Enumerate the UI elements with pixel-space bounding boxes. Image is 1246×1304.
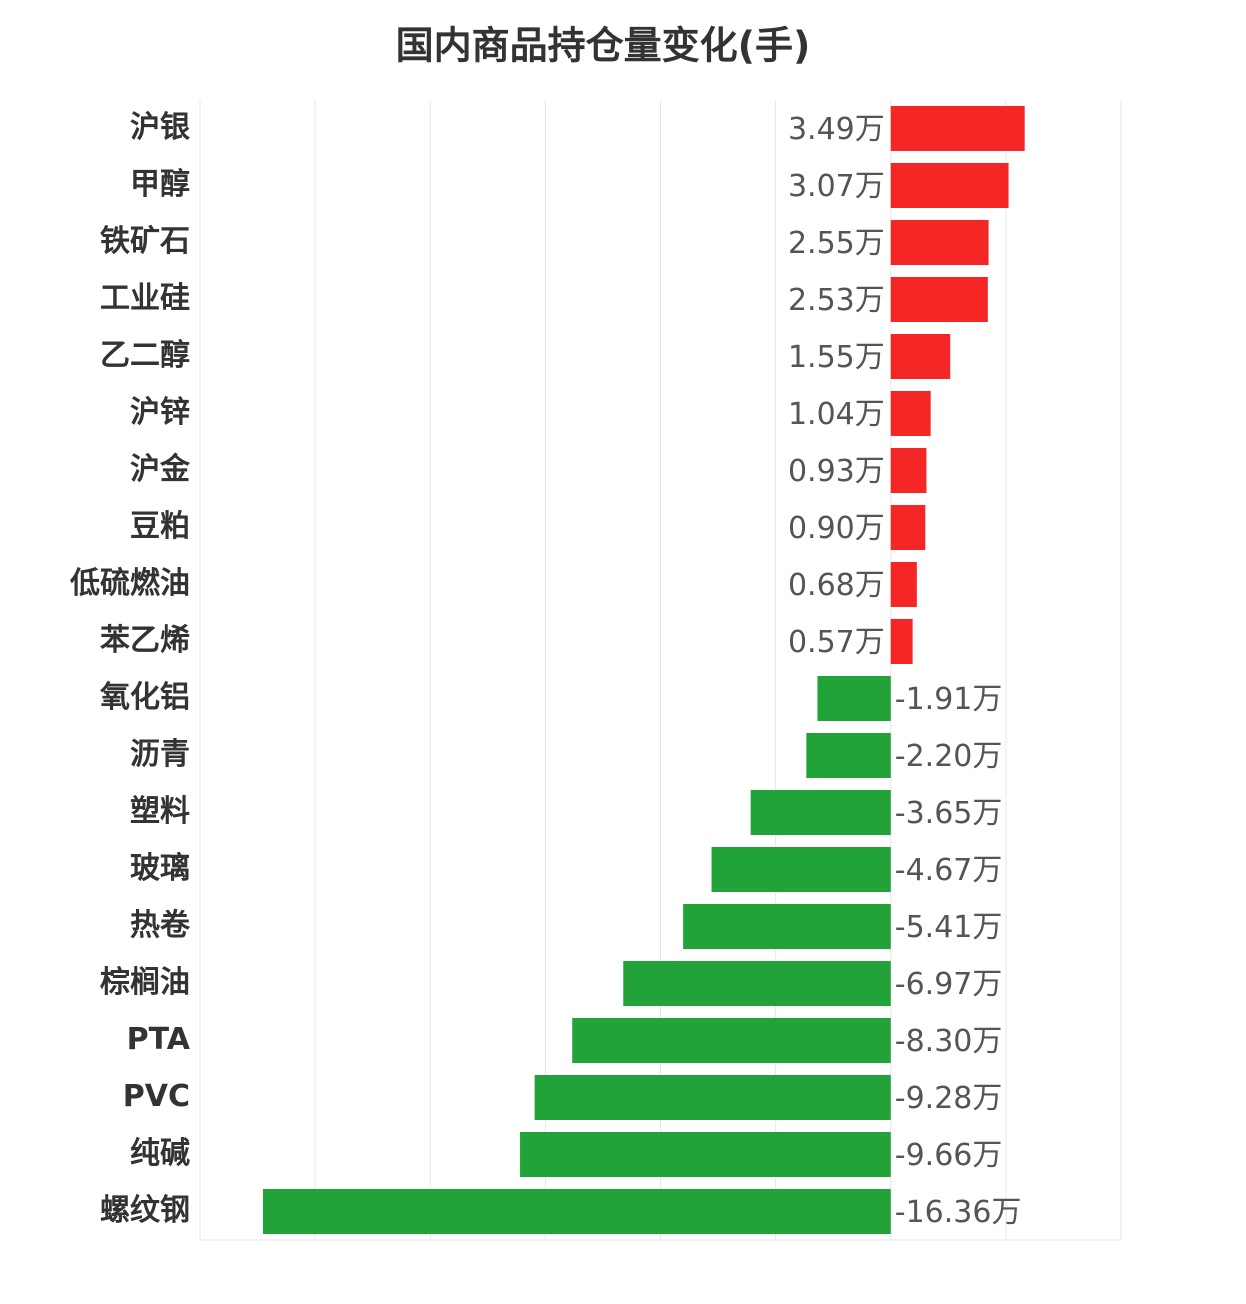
bar	[890, 448, 927, 493]
bar	[572, 1018, 891, 1063]
category-label: 热卷	[130, 908, 191, 943]
bar	[890, 619, 913, 664]
value-label: 2.53万	[788, 283, 885, 318]
category-label: PTA	[127, 1022, 191, 1057]
value-label: -6.97万	[895, 967, 1003, 1002]
value-label: 1.55万	[788, 340, 885, 375]
category-label: 甲醇	[130, 167, 190, 202]
bar	[750, 790, 891, 835]
value-label: -2.20万	[895, 739, 1003, 774]
bar	[520, 1132, 891, 1177]
category-label: 玻璃	[130, 851, 190, 886]
category-label: 沪金	[130, 452, 191, 487]
value-label: -9.28万	[895, 1081, 1003, 1116]
value-label: -1.91万	[895, 682, 1003, 717]
bar	[262, 1189, 891, 1234]
bar	[890, 334, 951, 379]
category-label: 豆粕	[130, 509, 190, 544]
bar	[711, 847, 891, 892]
category-label: 塑料	[130, 794, 190, 829]
bar	[890, 106, 1025, 151]
category-label: 沥青	[130, 737, 190, 772]
bar	[890, 391, 931, 436]
bar	[623, 961, 891, 1006]
bar	[817, 676, 891, 721]
bar	[534, 1075, 891, 1120]
value-label: 0.68万	[788, 568, 885, 603]
value-label: 0.57万	[788, 625, 885, 660]
category-label: 螺纹钢	[100, 1193, 190, 1228]
bar	[890, 220, 989, 265]
value-label: -8.30万	[895, 1024, 1003, 1059]
category-label: 沪锌	[130, 395, 190, 430]
value-label: 1.04万	[788, 397, 885, 432]
category-label: 沪银	[130, 110, 190, 145]
category-label: 苯乙烯	[100, 623, 190, 658]
value-label: -4.67万	[895, 853, 1003, 888]
value-label: 2.55万	[788, 226, 885, 261]
bar	[890, 163, 1009, 208]
bar	[890, 505, 926, 550]
chart-title: 国内商品持仓量变化(手)	[396, 24, 811, 68]
value-label: 3.49万	[788, 112, 885, 147]
category-label: PVC	[123, 1079, 190, 1114]
value-label: 0.90万	[788, 511, 885, 546]
bar	[890, 277, 988, 322]
value-label: -16.36万	[895, 1195, 1022, 1230]
value-label: -5.41万	[895, 910, 1003, 945]
category-label: 乙二醇	[100, 338, 190, 373]
value-label: 3.07万	[788, 169, 885, 204]
bar	[683, 904, 891, 949]
value-label: -3.65万	[895, 796, 1003, 831]
category-label: 铁矿石	[100, 224, 190, 259]
category-label: 氧化铝	[100, 680, 190, 715]
value-label: 0.93万	[788, 454, 885, 489]
category-label: 低硫燃油	[69, 566, 190, 601]
category-label: 纯碱	[130, 1136, 190, 1171]
bar	[890, 562, 917, 607]
category-label: 棕榈油	[100, 965, 190, 1000]
bar	[806, 733, 891, 778]
value-label: -9.66万	[895, 1138, 1003, 1173]
category-label: 工业硅	[100, 281, 190, 316]
